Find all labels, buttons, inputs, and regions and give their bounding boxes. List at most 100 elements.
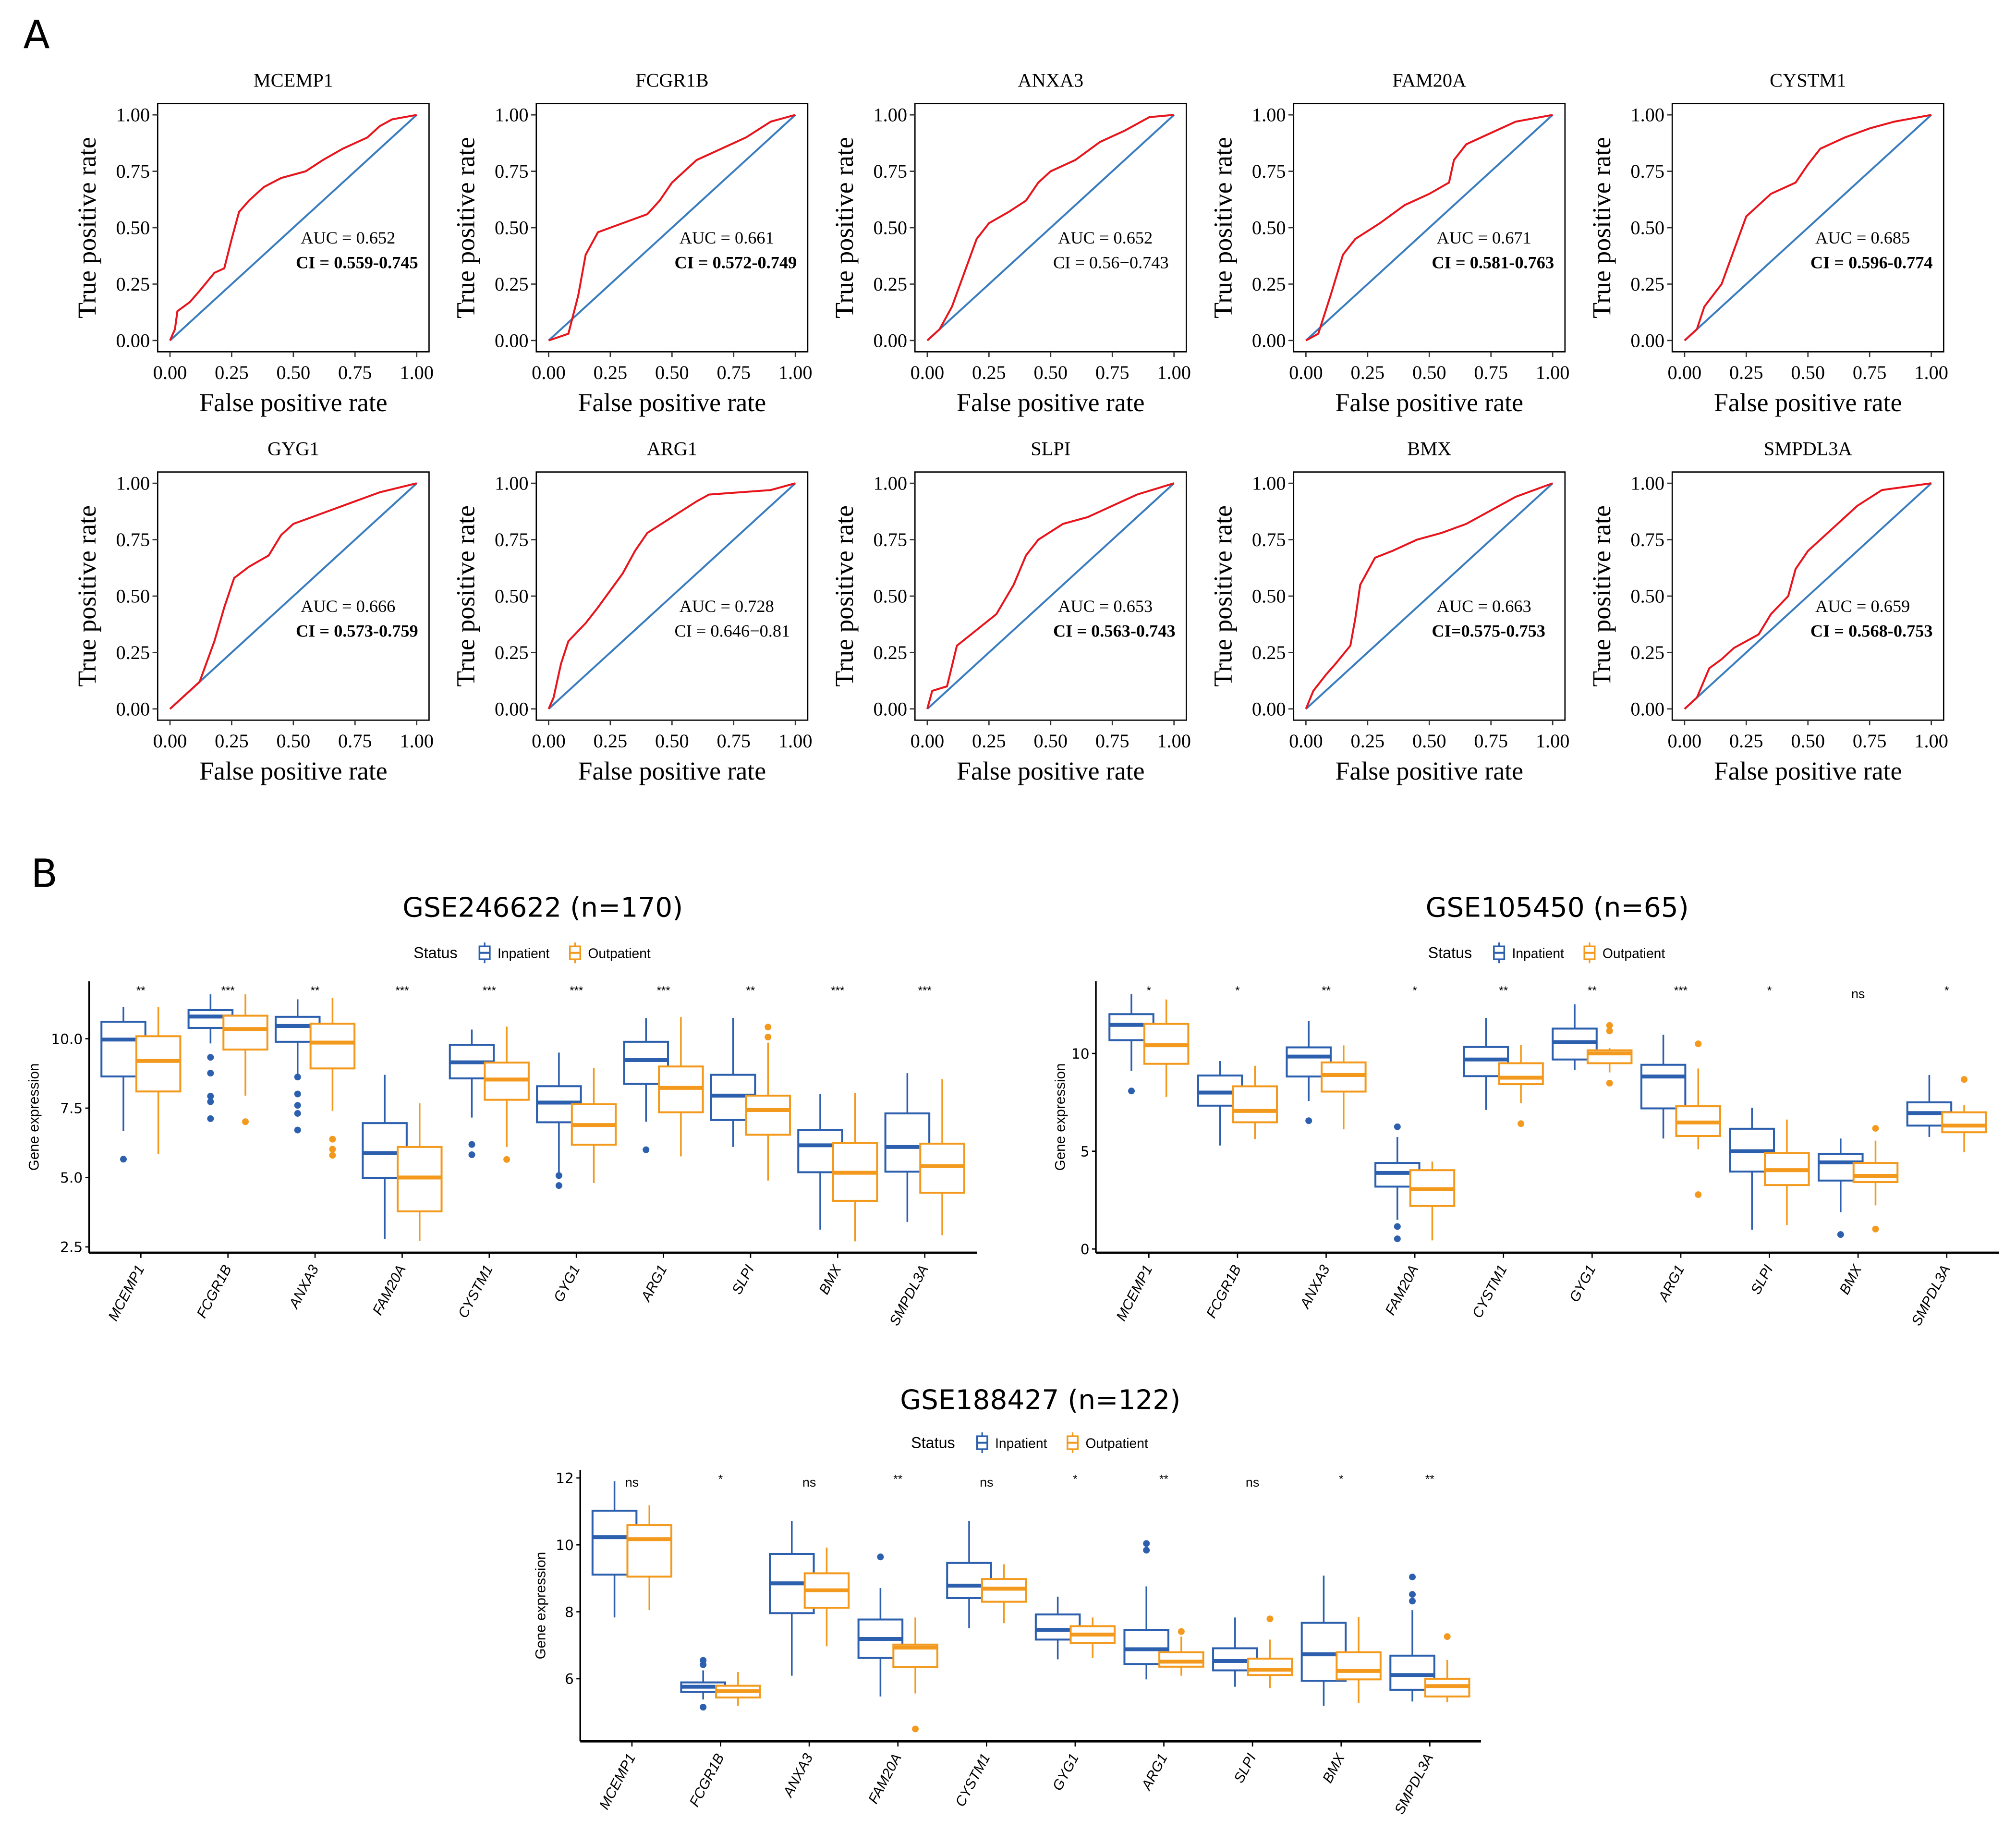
x-tick-label: 0.75 (338, 362, 372, 383)
auc-label: AUC = 0.653 (1058, 597, 1153, 616)
x-axis-label: False positive rate (578, 757, 766, 785)
y-axis-label: True positive rate (451, 505, 480, 687)
box-outpatient (1852, 1125, 1899, 1233)
y-tick-label: 0.25 (1630, 273, 1664, 295)
y-tick-label: 1.00 (495, 473, 529, 494)
x-tick-label: 1.00 (1536, 362, 1570, 383)
y-axis-label: True positive rate (830, 137, 859, 318)
y-tick-label: 8 (565, 1604, 574, 1620)
significance-label: *** (1674, 984, 1688, 997)
x-tick-label: 1.00 (1914, 730, 1948, 752)
x-tick-label: 0.25 (1729, 362, 1763, 383)
y-tick-label: 0.75 (873, 160, 907, 182)
legend-key-outpatient-icon (569, 942, 582, 964)
significance-label: ** (893, 1473, 902, 1486)
iqr-box (1852, 1162, 1899, 1184)
y-tick-label: 12 (556, 1470, 574, 1487)
auc-label: AUC = 0.652 (301, 228, 395, 247)
y-tick-label: 5 (1081, 1143, 1090, 1160)
box-outpatient (1675, 1040, 1722, 1198)
outlier-point (329, 1136, 336, 1143)
y-tick-label: 10.0 (51, 1031, 83, 1047)
outlier-point (765, 1024, 772, 1031)
x-tick-label: 0.00 (911, 730, 945, 752)
roc-curve (1305, 114, 1553, 342)
ci-label: CI = 0.596-0.774 (1810, 253, 1933, 272)
y-tick-label: 0.25 (116, 642, 150, 663)
y-tick-label: 0.75 (1630, 160, 1664, 182)
y-tick-label: 1.00 (873, 473, 907, 494)
box-inpatient (623, 1018, 669, 1153)
outlier-point (294, 1126, 301, 1134)
y-tick-label: 1.00 (495, 104, 529, 126)
outlier-point (207, 1054, 214, 1061)
x-tick-label: 0.50 (655, 362, 689, 383)
outlier-point (242, 1118, 249, 1125)
x-tick-label: 0.25 (972, 730, 1006, 752)
x-tick-label: 0.25 (594, 362, 628, 383)
outlier-point (503, 1156, 510, 1163)
box-outpatient (1409, 1161, 1456, 1241)
x-tick-label: 0.00 (1289, 362, 1323, 383)
legend: Status Inpatient Outpatient (911, 1432, 1148, 1453)
category-arg1: ARG1*** (1640, 984, 1722, 1305)
outlier-point (555, 1172, 562, 1179)
box-inpatient (1389, 1574, 1435, 1702)
iqr-box (1158, 1651, 1204, 1668)
y-axis-label: True positive rate (73, 137, 101, 318)
significance-label: ns (802, 1475, 816, 1490)
x-tick-label: 1.00 (778, 362, 813, 383)
x-tick-label: 0.50 (1412, 730, 1446, 752)
x-tick-label: 0.75 (338, 730, 372, 752)
outlier-point (207, 1098, 214, 1105)
roc-curve (548, 114, 796, 342)
y-tick-label: 0.75 (116, 529, 150, 550)
x-axis-label: False positive rate (957, 388, 1145, 417)
roc-curve (169, 114, 417, 341)
y-tick-label: 6 (565, 1671, 574, 1687)
iqr-box (1232, 1085, 1278, 1124)
x-tick-label: 0.25 (1351, 730, 1385, 752)
outlier-point (468, 1141, 475, 1148)
roc-curve (926, 114, 1174, 342)
category-fam20a: FAM20A** (857, 1473, 938, 1807)
y-tick-label: 1.00 (116, 104, 150, 126)
legend-key-inpatient-icon (1493, 942, 1506, 964)
reference-diagonal (1684, 482, 1932, 710)
box-inpatient (1640, 1035, 1687, 1139)
x-axis-label: False positive rate (1714, 757, 1902, 785)
auc-label: AUC = 0.659 (1815, 597, 1910, 616)
significance-label: ** (1322, 984, 1331, 997)
legend-title: Status (1428, 944, 1472, 961)
reference-diagonal (169, 114, 418, 342)
significance-label: * (1073, 1473, 1078, 1486)
outlier-point (1178, 1628, 1185, 1635)
y-tick-label: 0.75 (1252, 160, 1286, 182)
significance-label: * (1767, 984, 1772, 997)
x-tick-label: 0.00 (153, 362, 187, 383)
category-smpdl3a: SMPDL3A* (1906, 984, 1987, 1329)
legend-label: Inpatient (498, 945, 550, 961)
y-tick-label: 1.00 (1630, 104, 1664, 126)
box-outpatient (832, 1093, 878, 1242)
roc-title: CYSTM1 (1770, 70, 1846, 91)
significance-label: * (1147, 984, 1152, 997)
y-tick-label: 0.25 (1630, 642, 1664, 663)
outlier-point (1409, 1591, 1416, 1598)
outlier-point (1695, 1040, 1702, 1048)
box-outpatient (135, 1007, 182, 1154)
x-axis-label: False positive rate (578, 388, 766, 417)
iqr-box (1498, 1062, 1544, 1086)
x-tick-label: 0.25 (215, 730, 249, 752)
significance-label: ** (1159, 1473, 1168, 1486)
x-tick-label: 0.00 (153, 730, 187, 752)
x-tick-label: 1.00 (778, 730, 813, 752)
ci-label: CI=0.575-0.753 (1432, 622, 1545, 641)
iqr-box (1321, 1061, 1367, 1093)
reference-diagonal (926, 114, 1175, 342)
ci-label: CI = 0.559-0.745 (296, 253, 418, 272)
outlier-point (294, 1110, 301, 1117)
x-tick-label: 1.00 (1914, 362, 1948, 383)
outlier-point (912, 1725, 919, 1733)
